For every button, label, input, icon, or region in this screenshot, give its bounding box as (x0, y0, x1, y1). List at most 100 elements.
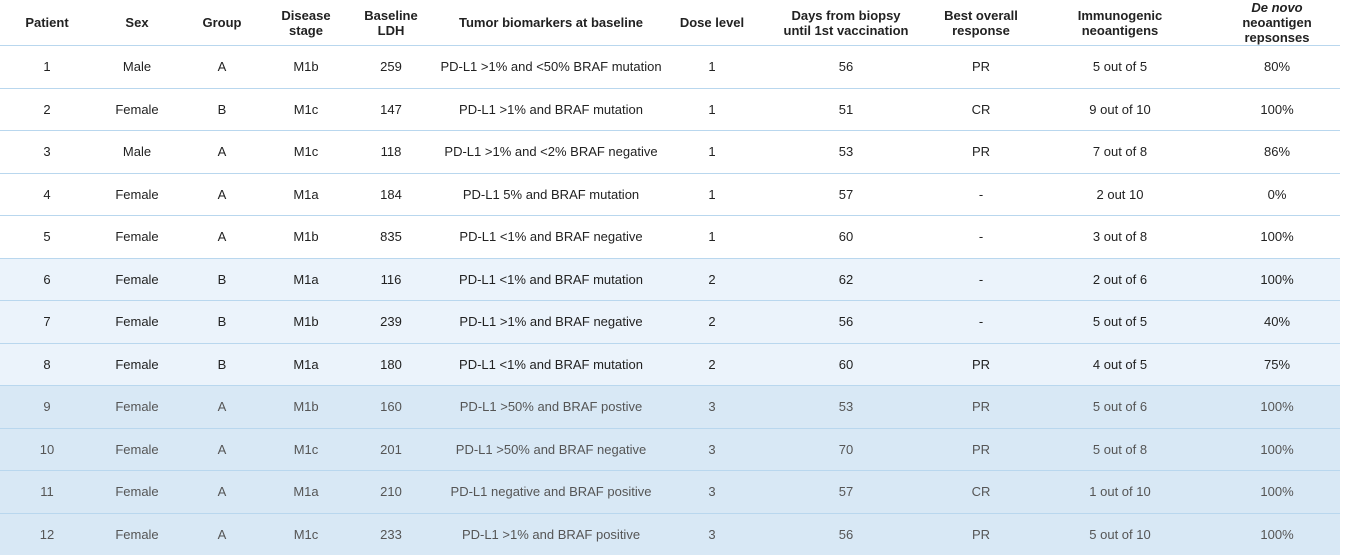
table-cell: 4 out of 5 (1026, 343, 1214, 386)
table-cell: 2 (0, 88, 94, 131)
table-cell: CR (936, 88, 1026, 131)
header-cell: Immunogenic neoantigens (1026, 0, 1214, 46)
header-cell: Tumor biomarkers at baseline (434, 0, 668, 46)
table-cell: PD-L1 5% and BRAF mutation (434, 173, 668, 216)
table-cell: PR (936, 130, 1026, 174)
header-cell: Group (180, 0, 264, 46)
table-cell: 62 (756, 258, 936, 301)
table-cell: 1 (668, 173, 756, 216)
table-cell: 1 (668, 215, 756, 259)
header-text: neoantigen repsonses (1242, 15, 1312, 45)
header-row: Patient Sex Group Disease stage Baseline LDH Tu… (0, 0, 1340, 46)
table-cell: 1 (668, 130, 756, 174)
table-cell: 1 (668, 88, 756, 131)
table-row: 5 Female A M1b 835 PD-L1 <1% and BRAF negativ… (0, 215, 1340, 259)
header-text: Dose level (679, 15, 745, 30)
table-cell: PD-L1 >1% and BRAF negative (434, 300, 668, 344)
table-cell: 1 (0, 45, 94, 89)
table-cell: 57 (756, 470, 936, 514)
table-cell: M1a (264, 173, 348, 216)
header-text: Sex (125, 15, 149, 30)
table-cell: B (180, 88, 264, 131)
table-cell: 5 (0, 215, 94, 259)
table-cell: 1 out of 10 (1026, 470, 1214, 514)
table-cell: M1c (264, 428, 348, 471)
table-cell: 2 out 10 (1026, 173, 1214, 216)
table-cell: 4 (0, 173, 94, 216)
table-cell: 10 (0, 428, 94, 471)
table-cell: A (180, 385, 264, 429)
table-cell: 2 out of 6 (1026, 258, 1214, 301)
table-cell: Female (94, 428, 180, 471)
table-cell: PD-L1 <1% and BRAF mutation (434, 258, 668, 301)
table-cell: Female (94, 258, 180, 301)
table-cell: Female (94, 173, 180, 216)
table-cell: 100% (1214, 88, 1340, 131)
table-row: 11 Female A M1a 210 PD-L1 negative and BRAF p… (0, 470, 1340, 514)
table-cell: 239 (348, 300, 434, 344)
table-cell: 40% (1214, 300, 1340, 344)
header-text: Tumor biomarkers at baseline (459, 15, 643, 30)
table-cell: M1c (264, 130, 348, 174)
table-cell: PD-L1 >50% and BRAF negative (434, 428, 668, 471)
table-cell: Female (94, 88, 180, 131)
table-cell: 100% (1214, 428, 1340, 471)
table-row: 3 Male A M1c 118 PD-L1 >1% and <2% BRAF negat… (0, 130, 1340, 174)
table-cell: 86% (1214, 130, 1340, 174)
table-cell: M1b (264, 385, 348, 429)
header-text: De novo (1251, 0, 1303, 15)
table-cell: 100% (1214, 513, 1340, 555)
table-cell: PD-L1 >1% and BRAF positive (434, 513, 668, 555)
table-cell: 100% (1214, 385, 1340, 429)
table-cell: PR (936, 385, 1026, 429)
table-cell: 118 (348, 130, 434, 174)
table-cell: PD-L1 >1% and <2% BRAF negative (434, 130, 668, 174)
table-row: 4 Female A M1a 184 PD-L1 5% and BRAF mutation… (0, 173, 1340, 216)
header-cell: Sex (94, 0, 180, 46)
header-text: response (952, 22, 1010, 38)
table-row: 2 Female B M1c 147 PD-L1 >1% and BRAF mutatio… (0, 88, 1340, 131)
table-cell: Female (94, 343, 180, 386)
table-cell: PD-L1 >1% and BRAF mutation (434, 88, 668, 131)
table-cell: 12 (0, 513, 94, 555)
table-cell: - (936, 173, 1026, 216)
table-cell: 2 (668, 258, 756, 301)
table-cell: 70 (756, 428, 936, 471)
table-cell: 56 (756, 513, 936, 555)
table-cell: 5 out of 10 (1026, 513, 1214, 555)
table-cell: 2 (668, 343, 756, 386)
table-cell: 233 (348, 513, 434, 555)
header-text: until 1st vaccination (783, 22, 909, 38)
table-cell: Female (94, 513, 180, 555)
table-row: 10 Female A M1c 201 PD-L1 >50% and BRAF negat… (0, 428, 1340, 471)
table-cell: A (180, 428, 264, 471)
table-row: 8 Female B M1a 180 PD-L1 <1% and BRAF mutatio… (0, 343, 1340, 386)
table-cell: A (180, 513, 264, 555)
table-cell: A (180, 470, 264, 514)
table-cell: 80% (1214, 45, 1340, 89)
table-cell: 5 out of 6 (1026, 385, 1214, 429)
table-cell: M1b (264, 300, 348, 344)
table-cell: 2 (668, 300, 756, 344)
table-cell: 5 out of 8 (1026, 428, 1214, 471)
header-text: Best overall (944, 7, 1018, 23)
table-cell: 75% (1214, 343, 1340, 386)
table-cell: 100% (1214, 258, 1340, 301)
table-cell: 3 (668, 513, 756, 555)
table-row: 1 Male A M1b 259 PD-L1 >1% and <50% BRAF muta… (0, 45, 1340, 89)
table-row: 9 Female A M1b 160 PD-L1 >50% and BRAF postiv… (0, 385, 1340, 429)
table-cell: 259 (348, 45, 434, 89)
table-cell: Male (94, 45, 180, 89)
header-text: Days from biopsy (791, 7, 901, 23)
table-cell: 6 (0, 258, 94, 301)
table-cell: 5 out of 5 (1026, 45, 1214, 89)
table-cell: Female (94, 300, 180, 344)
table-cell: PD-L1 <1% and BRAF negative (434, 215, 668, 259)
table-cell: 0% (1214, 173, 1340, 216)
table-cell: 53 (756, 130, 936, 174)
table-cell: PR (936, 428, 1026, 471)
table-cell: 60 (756, 215, 936, 259)
table-cell: - (936, 215, 1026, 259)
table-cell: M1c (264, 513, 348, 555)
